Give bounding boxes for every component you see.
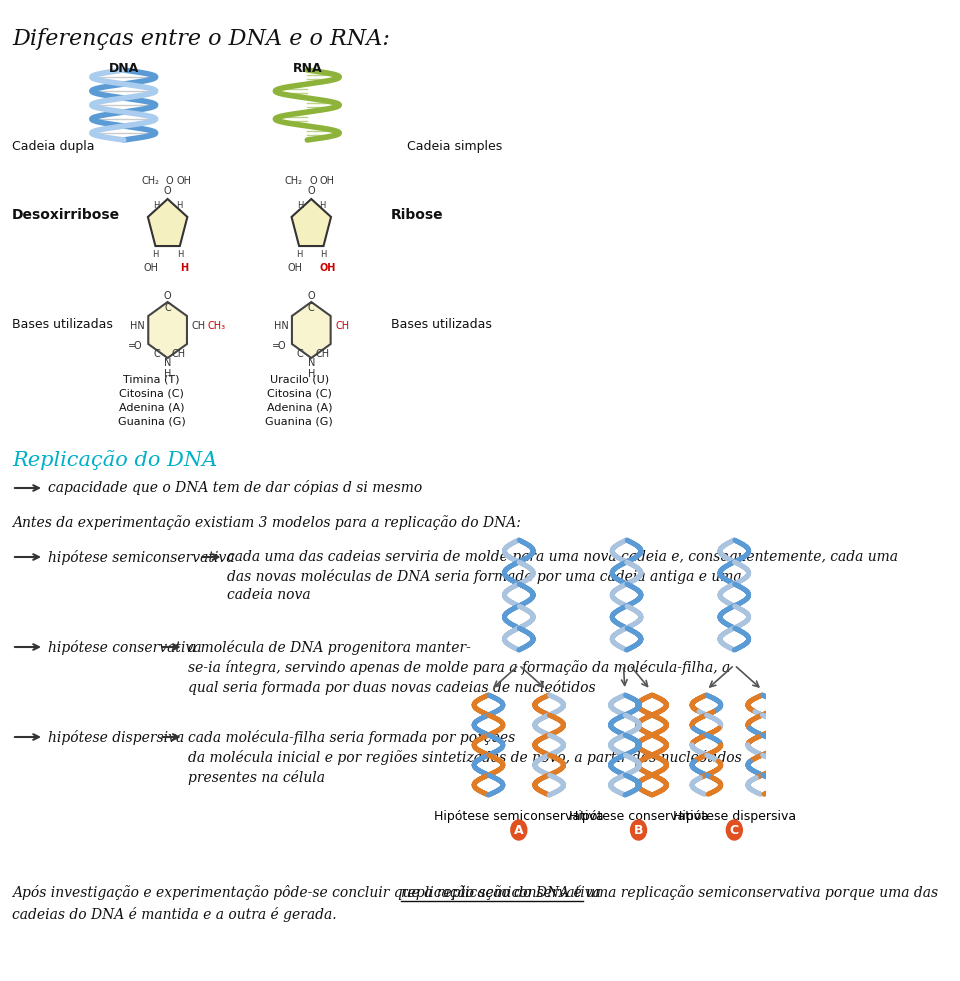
Text: H: H (321, 249, 326, 259)
Text: H: H (307, 369, 315, 379)
Text: O: O (307, 291, 315, 301)
Text: H: H (297, 201, 303, 211)
Text: OH: OH (288, 263, 302, 273)
Text: O: O (164, 186, 172, 196)
Text: CH: CH (316, 349, 329, 359)
Text: B: B (634, 823, 643, 837)
Text: =: = (272, 341, 280, 351)
Text: OH: OH (320, 176, 335, 186)
Text: HN: HN (130, 321, 145, 331)
Text: OH: OH (144, 263, 159, 273)
Text: H: H (177, 249, 183, 259)
Polygon shape (148, 199, 187, 246)
Text: cadeias do DNA é mantida e a outra é gerada.: cadeias do DNA é mantida e a outra é ger… (12, 907, 337, 922)
Text: H: H (164, 369, 171, 379)
Text: CH₂: CH₂ (141, 176, 159, 186)
Text: cada molécula-filha seria formada por porções
da molécula inicial e por regiões : cada molécula-filha seria formada por po… (187, 730, 741, 785)
Text: replicação semiconservativa: replicação semiconservativa (400, 885, 601, 900)
Text: DNA: DNA (108, 62, 139, 75)
Text: hipótese conservativa: hipótese conservativa (48, 640, 202, 655)
Text: N: N (164, 358, 171, 368)
Text: CH: CH (172, 349, 186, 359)
Text: CH: CH (192, 321, 205, 331)
Circle shape (727, 820, 742, 840)
Text: O: O (309, 176, 317, 186)
Text: hipótese dispersiva: hipótese dispersiva (48, 730, 184, 745)
Text: Bases utilizadas: Bases utilizadas (12, 319, 113, 332)
Polygon shape (292, 302, 330, 358)
Polygon shape (292, 199, 331, 246)
Text: H: H (320, 201, 326, 211)
Text: capacidade que o DNA tem de dar cópias d si mesmo: capacidade que o DNA tem de dar cópias d… (48, 480, 422, 495)
Text: O: O (165, 176, 173, 186)
Text: Cadeia dupla: Cadeia dupla (12, 140, 94, 153)
Text: OH: OH (176, 176, 191, 186)
Text: Cadeia simples: Cadeia simples (407, 140, 502, 153)
Text: CH₃: CH₃ (207, 321, 226, 331)
Text: Diferenças entre o DNA e o RNA:: Diferenças entre o DNA e o RNA: (12, 28, 390, 50)
Text: C: C (308, 303, 315, 313)
Text: Ribose: Ribose (391, 208, 444, 222)
Text: C: C (730, 823, 739, 837)
Polygon shape (148, 302, 187, 358)
Text: RNA: RNA (293, 62, 323, 75)
Text: OH: OH (320, 263, 336, 273)
Text: O: O (133, 341, 141, 351)
Circle shape (631, 820, 646, 840)
Text: Hipótese semiconservativa: Hipótese semiconservativa (434, 810, 604, 823)
Text: Timina (T)
Citosina (C)
Adenina (A)
Guanina (G): Timina (T) Citosina (C) Adenina (A) Guan… (118, 375, 185, 427)
Text: Após investigação e experimentação pôde-se concluir que a replicação do DNA é um: Após investigação e experimentação pôde-… (12, 885, 938, 900)
Text: O: O (307, 186, 315, 196)
Text: Bases utilizadas: Bases utilizadas (391, 319, 492, 332)
Text: H: H (176, 201, 182, 211)
Text: H: H (153, 201, 159, 211)
Text: O: O (277, 341, 285, 351)
Text: hipótese semiconservativa: hipótese semiconservativa (48, 550, 234, 565)
Text: HN: HN (274, 321, 288, 331)
Text: Desoxirribose: Desoxirribose (12, 208, 120, 222)
Text: O: O (164, 291, 172, 301)
Text: H: H (296, 249, 302, 259)
Text: Replicação do DNA: Replicação do DNA (12, 450, 217, 470)
Text: C: C (297, 349, 303, 359)
Circle shape (511, 820, 527, 840)
Text: cada uma das cadeias serviria de molde para uma nova cadeia e, consequentemente,: cada uma das cadeias serviria de molde p… (228, 550, 899, 602)
Text: H: H (153, 249, 158, 259)
Text: CH: CH (335, 321, 349, 331)
Text: C: C (164, 303, 171, 313)
Text: Hipótese dispersiva: Hipótese dispersiva (673, 810, 796, 823)
Text: Hipótese conservativa: Hipótese conservativa (568, 810, 708, 823)
Text: N: N (307, 358, 315, 368)
Text: CH₂: CH₂ (285, 176, 302, 186)
Text: =: = (129, 341, 136, 351)
Text: Uracilo (U)
Citosina (C)
Adenina (A)
Guanina (G): Uracilo (U) Citosina (C) Adenina (A) Gua… (266, 375, 333, 427)
Text: a molécula de DNA progenitora manter-
se-ia íntegra, servindo apenas de molde pa: a molécula de DNA progenitora manter- se… (187, 640, 730, 695)
Text: H: H (180, 263, 188, 273)
Text: A: A (514, 823, 523, 837)
Text: Antes da experimentação existiam 3 modelos para a replicação do DNA:: Antes da experimentação existiam 3 model… (12, 515, 521, 530)
Text: C: C (153, 349, 159, 359)
